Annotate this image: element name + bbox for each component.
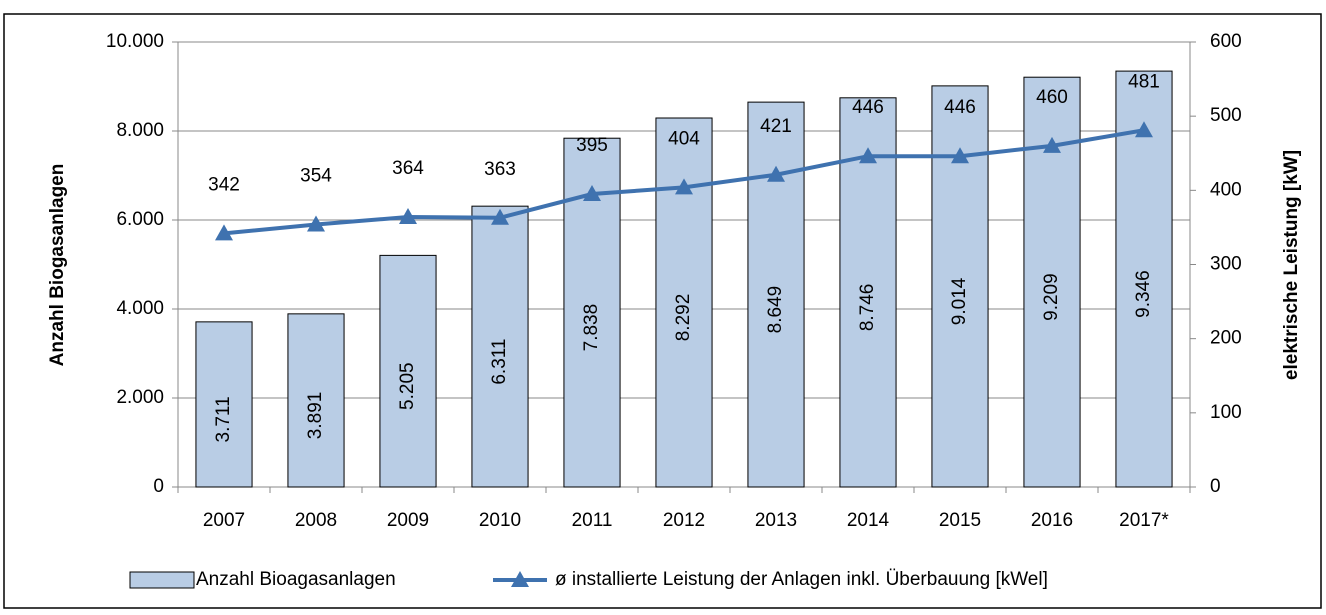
bar-value-label: 8.292: [673, 294, 694, 342]
legend-label: ø installierte Leistung der Anlagen inkl…: [555, 569, 1048, 590]
bar: [379, 254, 437, 488]
line-value-label: 460: [1036, 87, 1068, 108]
line-value-label: 421: [760, 116, 792, 137]
bar-value-label: 5.205: [397, 362, 418, 410]
marker: [859, 147, 877, 164]
x-tick-label: 2012: [663, 510, 705, 531]
x-tick-label: 2014: [847, 510, 890, 531]
bar-value-label: 3.891: [305, 392, 326, 440]
y-axis-label: Anzahl Biogasanlagen: [47, 164, 68, 367]
line-value-label: 363: [484, 159, 516, 180]
bar: [471, 205, 529, 488]
line-value-label: 446: [852, 97, 884, 118]
legend-marker: [511, 571, 529, 587]
marker: [583, 185, 601, 202]
x-tick-label: 2010: [479, 510, 521, 531]
y2-tick-label: 300: [1210, 254, 1242, 275]
bar-value-label: 3.711: [213, 396, 234, 442]
x-tick-label: 2015: [939, 510, 981, 531]
line-value-label: 395: [576, 135, 608, 156]
y-tick-label: 0: [153, 476, 164, 497]
x-tick-label: 2011: [572, 510, 613, 531]
line-value-label: 354: [300, 165, 332, 186]
x-tick-label: 2013: [755, 510, 797, 531]
bar-value-label: 7.838: [581, 304, 602, 352]
marker: [767, 165, 785, 182]
bar-value-label: 8.746: [857, 284, 878, 332]
marker: [215, 224, 233, 241]
x-tick-label: 2007: [203, 510, 245, 531]
legend-label: Anzahl Bioagasanlagen: [196, 569, 396, 590]
bar-value-label: 6.311: [489, 339, 510, 385]
y-tick-label: 6.000: [116, 209, 164, 230]
x-tick-label: 2008: [295, 510, 337, 531]
line-value-label: 404: [668, 128, 700, 149]
line-value-label: 342: [208, 174, 240, 195]
line-value-label: 481: [1128, 71, 1160, 92]
y-tick-label: 8.000: [116, 120, 164, 141]
y2-tick-label: 600: [1210, 31, 1242, 52]
marker: [399, 208, 417, 225]
bar: [195, 321, 253, 488]
y2-tick-label: 400: [1210, 179, 1242, 200]
x-tick-label: 2017*: [1119, 510, 1169, 531]
x-tick-label: 2009: [387, 510, 429, 531]
y2-tick-label: 500: [1210, 105, 1242, 126]
marker: [675, 178, 693, 195]
line-value-label: 364: [392, 158, 424, 179]
y2-tick-label: 200: [1210, 328, 1242, 349]
bar-value-label: 9.014: [949, 277, 970, 325]
legend-swatch: [129, 571, 195, 589]
bar-value-label: 9.209: [1041, 273, 1062, 321]
bar: [287, 313, 345, 488]
bar-value-label: 8.649: [765, 286, 786, 334]
marker: [307, 215, 325, 232]
y-tick-label: 2.000: [116, 387, 164, 408]
y2-axis-label: elektrische Leistung [kW]: [1281, 150, 1302, 380]
x-tick-label: 2016: [1031, 510, 1073, 531]
y-tick-label: 10.000: [106, 31, 164, 52]
bar: [1115, 70, 1173, 488]
marker: [1135, 121, 1153, 138]
line-value-label: 446: [944, 97, 976, 118]
y-tick-label: 4.000: [116, 298, 164, 319]
marker: [491, 208, 509, 225]
y2-tick-label: 100: [1210, 402, 1242, 423]
bar-value-label: 9.346: [1133, 270, 1154, 318]
marker: [951, 147, 969, 164]
marker: [1043, 136, 1061, 153]
y2-tick-label: 0: [1210, 476, 1221, 497]
